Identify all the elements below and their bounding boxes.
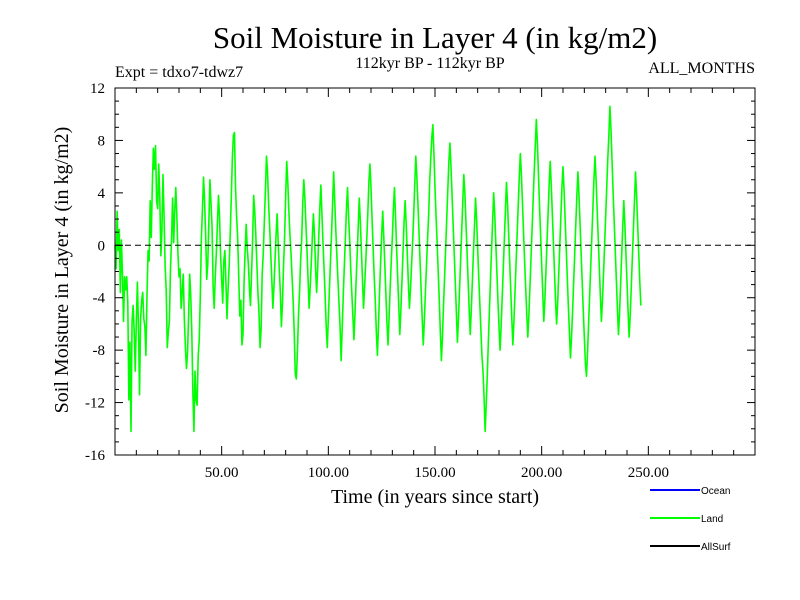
- x-tick-label: 100.00: [308, 465, 349, 481]
- y-tick-label: 0: [98, 238, 106, 254]
- y-axis: -16 -12 -8 -4 0 4 8 12: [85, 81, 755, 464]
- x-axis-label: Time (in years since start): [331, 486, 539, 508]
- y-tick-label: -4: [93, 291, 106, 307]
- series-layer: [114, 105, 642, 433]
- x-tick-label: 200.00: [521, 465, 562, 481]
- y-tick-label: 8: [98, 133, 106, 149]
- x-tick-label: 250.00: [628, 465, 669, 481]
- legend-label-ocean: Ocean: [701, 486, 730, 497]
- y-tick-label: -8: [93, 343, 106, 359]
- x-axis: 50.00 100.00 150.00 200.00 250.00: [135, 88, 735, 481]
- chart-subtitle-left: Expt = tdxo7-tdwz7: [115, 64, 243, 81]
- y-tick-label: 12: [90, 81, 105, 97]
- plot-area: -16 -12 -8 -4 0 4 8 12 50.00 100.00 150.00 200.00 2…: [85, 81, 756, 481]
- x-tick-label: 150.00: [414, 465, 455, 481]
- legend-label-land: Land: [701, 514, 723, 525]
- chart-title: Soil Moisture in Layer 4 (in kg/m2): [213, 20, 657, 55]
- chart-subtitle-center: 112kyr BP - 112kyr BP: [355, 55, 504, 72]
- legend: Ocean Land AllSurf: [650, 486, 731, 553]
- plot-frame: [114, 87, 756, 456]
- legend-label-allsurf: AllSurf: [701, 542, 731, 553]
- x-tick-label: 50.00: [205, 465, 239, 481]
- y-tick-label: -12: [85, 396, 105, 412]
- chart-subtitle-right: ALL_MONTHS: [648, 60, 755, 77]
- series-line-land: [114, 105, 642, 433]
- y-tick-label: 4: [98, 186, 106, 202]
- y-axis-label: Soil Moisture in Layer 4 (in kg/m2): [51, 127, 73, 414]
- y-tick-label: -16: [85, 448, 105, 464]
